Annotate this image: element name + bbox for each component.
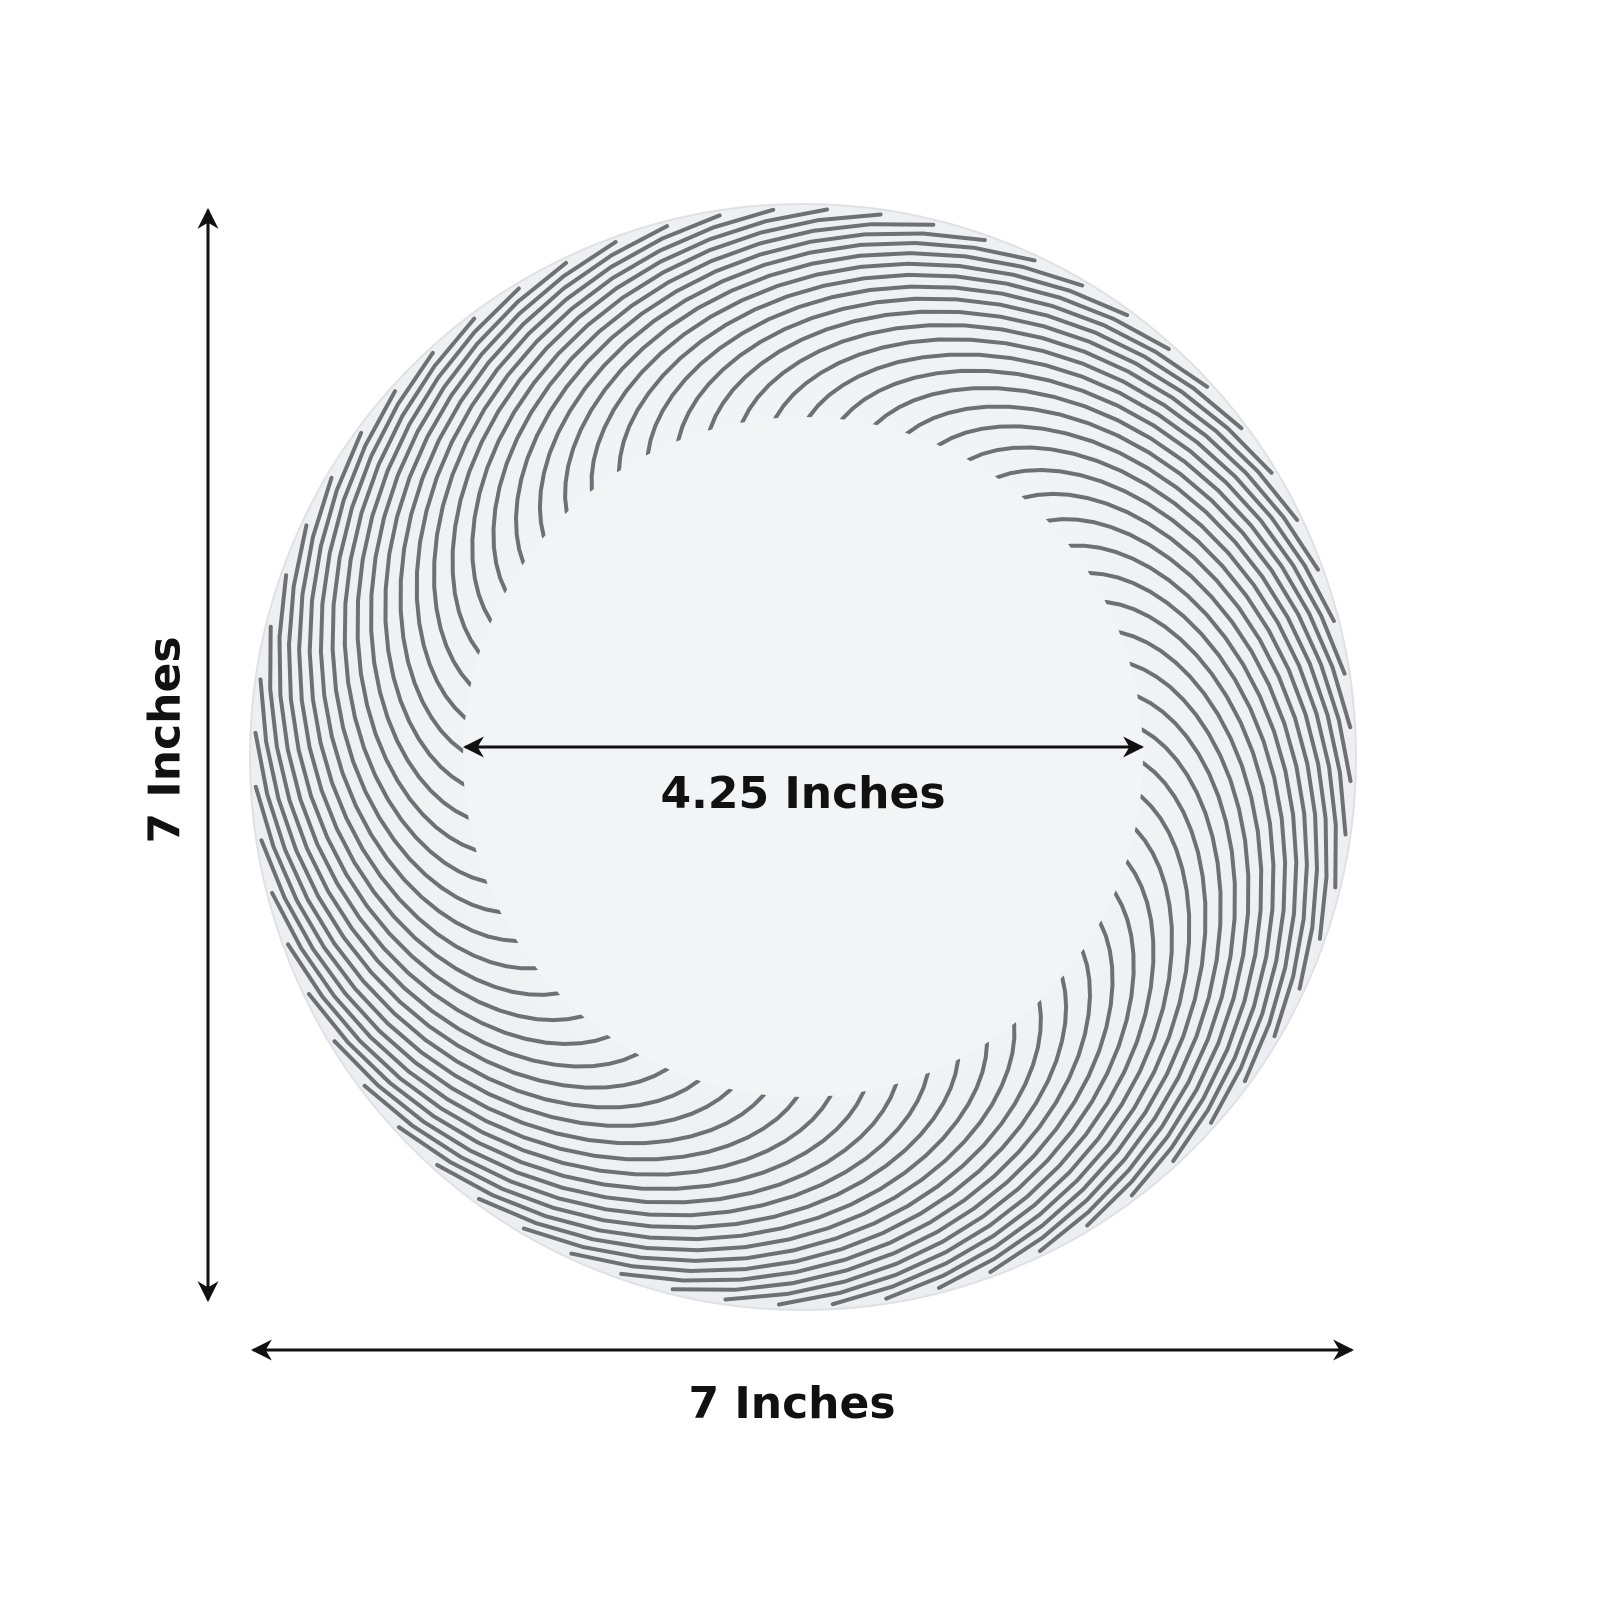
swirl-stripe — [253, 731, 710, 1110]
swirl-stripe — [589, 261, 1130, 504]
swirl-stripe — [1034, 517, 1309, 1039]
swirl-stripe — [435, 1029, 990, 1242]
swirl-stripe — [268, 624, 650, 1069]
height-label: 7 Inches — [139, 636, 191, 844]
swirl-stripe — [674, 296, 1244, 455]
swirl-stripe — [270, 891, 805, 1162]
swirl-stripe — [476, 1010, 1017, 1253]
swirl-stripe — [984, 467, 1329, 941]
swirl-stripe — [1010, 491, 1320, 991]
swirl-stripe — [414, 213, 722, 727]
swirl-stripe — [306, 992, 870, 1191]
swirl-stripe — [396, 1046, 961, 1230]
swirl-stripe — [258, 677, 679, 1090]
swirl-stripe — [768, 337, 1320, 572]
swirl-stripe — [736, 323, 1300, 522]
swirl-stripe — [332, 1039, 901, 1205]
inner-diameter-label: 4.25 Inches — [660, 768, 946, 819]
swirl-stripe — [307, 430, 550, 971]
swirl-stripe — [670, 910, 1115, 1292]
swirl-stripe — [330, 350, 514, 915]
swirl-stripe — [937, 755, 1208, 1290]
swirl-stripe — [286, 523, 596, 1023]
swirl-stripe — [432, 207, 776, 695]
swirl-stripe — [569, 964, 1069, 1274]
swirl-stripe — [833, 368, 1347, 676]
swirl-stripe — [927, 424, 1348, 837]
swirl-stripe — [342, 316, 501, 886]
swirl-stripe — [537, 240, 1037, 550]
swirl-stripe — [619, 938, 1093, 1283]
swirl-stripe — [253, 784, 741, 1128]
swirl-stripe — [362, 1059, 932, 1218]
swirl-stripe — [1056, 543, 1299, 1084]
swirl-stripe — [277, 573, 622, 1047]
swirl-stripe — [513, 231, 987, 576]
swirl-stripe — [383, 240, 618, 792]
swirl-stripe — [491, 222, 936, 604]
swirl-stripe — [1075, 570, 1288, 1125]
swirl-stripe — [956, 445, 1338, 890]
swirl-stripe — [830, 819, 1174, 1307]
swirl-stripe — [801, 352, 1336, 623]
swirl-stripe — [369, 260, 568, 824]
swirl-stripe — [355, 286, 521, 855]
width-label: 7 Inches — [688, 1378, 896, 1429]
swirl-stripe — [777, 850, 1156, 1307]
swirl-stripe — [645, 284, 1210, 468]
swirl-stripe — [521, 988, 1043, 1263]
swirl-stripe — [259, 838, 773, 1146]
swirl-stripe — [723, 881, 1136, 1302]
swirl-stripe — [884, 787, 1192, 1301]
swirl-stripe — [318, 389, 531, 944]
swirl-stripe — [705, 309, 1274, 475]
swirl-stripe — [563, 251, 1085, 526]
swirl-stripe — [450, 207, 829, 664]
swirl-stripe — [1038, 690, 1237, 1254]
swirl-stripe — [1085, 659, 1251, 1228]
swirl-stripe — [470, 212, 883, 633]
swirl-rim — [253, 207, 1353, 1307]
swirl-stripe — [896, 404, 1353, 783]
swirl-stripe — [286, 942, 838, 1177]
plate-well — [463, 417, 1143, 1097]
swirl-stripe — [1092, 599, 1276, 1164]
swirl-stripe — [988, 722, 1223, 1274]
swirl-stripe — [1105, 628, 1264, 1198]
swirl-stripe — [616, 272, 1171, 485]
swirl-stripe — [297, 475, 572, 997]
swirl-stripe — [865, 386, 1353, 730]
swirl-stripe — [398, 224, 669, 759]
